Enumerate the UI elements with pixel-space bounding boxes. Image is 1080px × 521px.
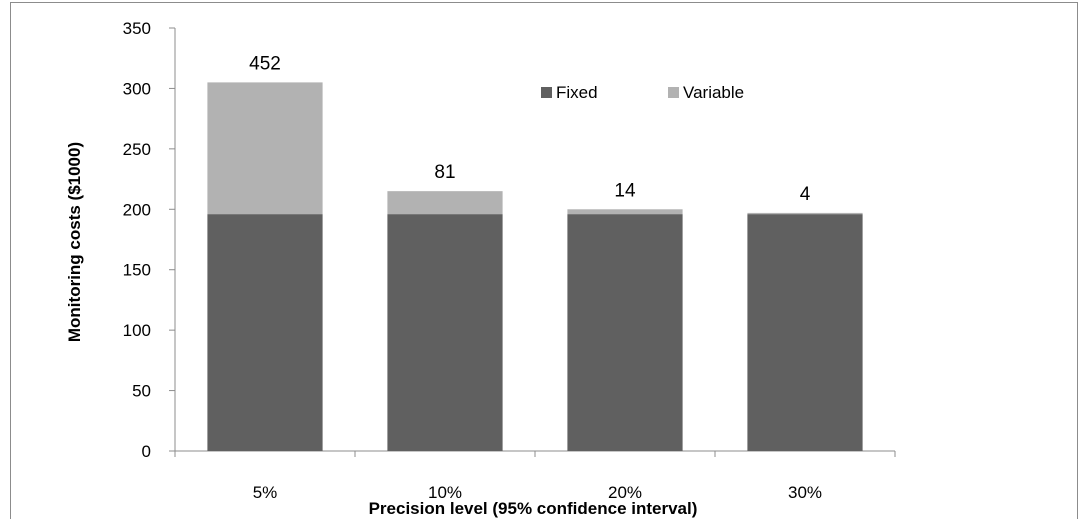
x-tick-label: 10% <box>428 483 462 502</box>
x-tick-label: 20% <box>608 483 642 502</box>
data-label: 81 <box>434 162 455 183</box>
bar-fixed <box>387 214 503 451</box>
y-tick-label: 350 <box>123 19 151 38</box>
x-tick-label: 5% <box>253 483 278 502</box>
bar-fixed <box>567 214 683 451</box>
y-tick-label: 250 <box>123 140 151 159</box>
x-axis: 5% 10% 20% 30% <box>174 450 896 502</box>
data-label: 4 <box>800 184 811 205</box>
data-label: 452 <box>249 53 281 74</box>
bar-fixed <box>747 214 863 451</box>
y-tick-label: 200 <box>123 200 151 219</box>
legend-swatch-fixed <box>541 87 552 98</box>
legend-label-fixed: Fixed <box>556 83 598 102</box>
bar-variable <box>207 82 323 215</box>
y-tick-label: 50 <box>132 382 151 401</box>
y-axis-title: Monitoring costs ($1000) <box>65 142 84 342</box>
bars <box>207 82 863 451</box>
y-tick-label: 150 <box>123 261 151 280</box>
bar-fixed <box>207 214 323 451</box>
y-tick-label: 100 <box>123 321 151 340</box>
y-tick-label: 300 <box>123 79 151 98</box>
legend-swatch-variable <box>668 87 679 98</box>
legend: Fixed Variable <box>541 83 744 102</box>
bar-variable <box>387 191 503 215</box>
y-tick-label: 0 <box>142 442 151 461</box>
data-labels: 452 81 14 4 <box>249 53 811 205</box>
x-tick-label: 30% <box>788 483 822 502</box>
bar-variable <box>567 209 683 215</box>
legend-label-variable: Variable <box>683 83 744 102</box>
bar-variable <box>747 212 863 215</box>
data-label: 14 <box>614 180 636 201</box>
y-axis: 0 50 100 150 200 250 300 350 <box>123 19 176 461</box>
x-axis-title: Precision level (95% confidence interval… <box>369 499 698 518</box>
